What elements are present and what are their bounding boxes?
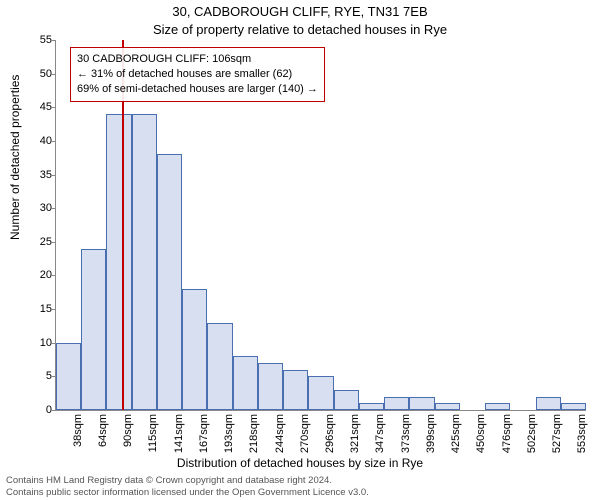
- bar: [561, 403, 586, 410]
- bar: [409, 397, 434, 410]
- annotation-line-3: 69% of semi-detached houses are larger (…: [77, 82, 318, 97]
- y-tick-mark: [51, 107, 55, 108]
- x-tick-label: 296sqm: [324, 414, 336, 458]
- y-tick-mark: [51, 343, 55, 344]
- chart-title-address: 30, CADBOROUGH CLIFF, RYE, TN31 7EB: [0, 4, 600, 19]
- chart-container: { "titles": { "line1": "30, CADBOROUGH C…: [0, 0, 600, 500]
- bar: [233, 356, 258, 410]
- y-tick-mark: [51, 242, 55, 243]
- x-axis-label: Distribution of detached houses by size …: [0, 456, 600, 470]
- y-tick-mark: [51, 141, 55, 142]
- copyright-notice: Contains HM Land Registry data © Crown c…: [6, 475, 369, 498]
- bar: [384, 397, 409, 410]
- x-tick-label: 373sqm: [400, 414, 412, 458]
- y-tick-mark: [51, 275, 55, 276]
- annotation-line-2: ← 31% of detached houses are smaller (62…: [77, 67, 318, 82]
- bar: [283, 370, 308, 410]
- x-tick-label: 347sqm: [374, 414, 386, 458]
- bar: [308, 376, 333, 410]
- bar: [435, 403, 460, 410]
- copyright-line-1: Contains HM Land Registry data © Crown c…: [6, 475, 369, 486]
- y-tick-mark: [51, 208, 55, 209]
- y-tick-mark: [51, 40, 55, 41]
- x-tick-label: 115sqm: [147, 414, 159, 458]
- x-tick-label: 270sqm: [299, 414, 311, 458]
- bar: [106, 114, 131, 410]
- x-tick-label: 476sqm: [501, 414, 513, 458]
- x-tick-label: 218sqm: [248, 414, 260, 458]
- y-tick-mark: [51, 309, 55, 310]
- bar: [56, 343, 81, 410]
- x-tick-label: 425sqm: [450, 414, 462, 458]
- x-tick-label: 90sqm: [122, 414, 134, 458]
- x-tick-label: 321sqm: [349, 414, 361, 458]
- bar: [157, 154, 182, 410]
- x-tick-label: 244sqm: [274, 414, 286, 458]
- x-tick-label: 450sqm: [475, 414, 487, 458]
- bar: [485, 403, 510, 410]
- bar: [359, 403, 384, 410]
- annotation-line-1: 30 CADBOROUGH CLIFF: 106sqm: [77, 52, 318, 67]
- bar: [334, 390, 359, 410]
- bar: [258, 363, 283, 410]
- x-tick-label: 38sqm: [72, 414, 84, 458]
- y-tick-mark: [51, 376, 55, 377]
- y-tick-mark: [51, 410, 55, 411]
- x-tick-label: 141sqm: [173, 414, 185, 458]
- y-axis-label: Number of detached properties: [8, 75, 22, 240]
- bar: [182, 289, 207, 410]
- y-tick-mark: [51, 74, 55, 75]
- bar: [207, 323, 232, 410]
- copyright-line-2: Contains public sector information licen…: [6, 487, 369, 498]
- chart-title-description: Size of property relative to detached ho…: [0, 22, 600, 37]
- x-tick-label: 64sqm: [97, 414, 109, 458]
- y-tick-mark: [51, 175, 55, 176]
- x-tick-label: 193sqm: [223, 414, 235, 458]
- x-tick-label: 502sqm: [526, 414, 538, 458]
- x-tick-label: 527sqm: [551, 414, 563, 458]
- bar: [536, 397, 561, 410]
- bar: [81, 249, 106, 410]
- x-tick-label: 399sqm: [425, 414, 437, 458]
- annotation-box: 30 CADBOROUGH CLIFF: 106sqm ← 31% of det…: [70, 47, 325, 102]
- x-tick-label: 167sqm: [198, 414, 210, 458]
- x-tick-label: 553sqm: [576, 414, 588, 458]
- bar: [132, 114, 157, 410]
